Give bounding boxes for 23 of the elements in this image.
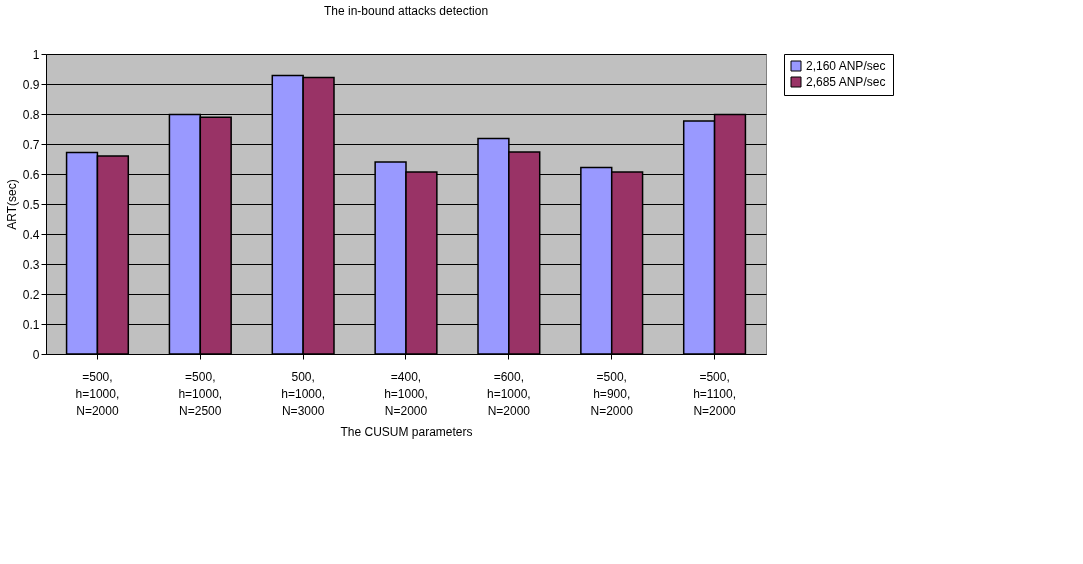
x-axis-title: The CUSUM parameters: [340, 424, 473, 439]
y-tick-label: 0.1: [22, 317, 40, 332]
y-tick-label: 1: [32, 47, 40, 62]
y-tick-label: 0: [32, 347, 40, 362]
chart-title: The in-bound attacks detection: [323, 4, 489, 18]
y-axis-title: ART(sec): [4, 179, 19, 230]
y-tick-label: 0.5: [22, 197, 40, 212]
legend-label: 2,160 ANP/sec: [806, 59, 886, 73]
x-tick-label: =400, h=1000, N=2000: [384, 369, 428, 418]
x-tick-label: =500, h=1000, N=2500: [178, 369, 223, 418]
y-tick-label: 0.2: [22, 287, 40, 302]
x-tick-label: =500, h=900, N=2000: [590, 369, 634, 418]
x-tick-label: =500, h=1100, N=2000: [693, 369, 737, 418]
legend-label: 2,685 ANP/sec: [806, 75, 886, 89]
y-tick-label: 0.8: [22, 107, 40, 122]
x-tick-label: 500, h=1000, N=3000: [281, 369, 325, 418]
x-tick-label: =500, h=1000, N=2000: [75, 369, 120, 418]
y-tick-label: 0.7: [22, 137, 40, 152]
y-tick-label: 0.6: [22, 167, 40, 182]
y-tick-label: 0.9: [22, 77, 40, 92]
y-tick-label: 0.4: [22, 227, 40, 242]
y-tick-label: 0.3: [22, 257, 40, 272]
x-tick-label: =600, h=1000, N=2000: [487, 369, 531, 418]
